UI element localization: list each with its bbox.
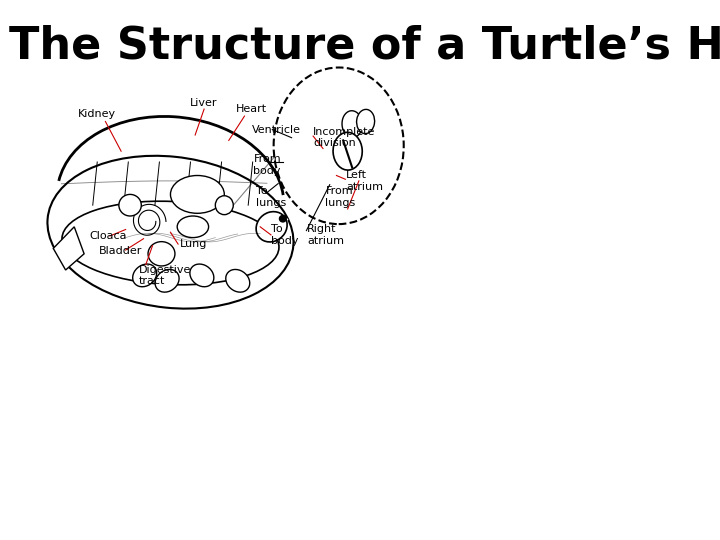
Ellipse shape <box>342 111 362 138</box>
Text: The Structure of a Turtle’s Heart: The Structure of a Turtle’s Heart <box>9 24 720 68</box>
Ellipse shape <box>356 110 374 133</box>
Ellipse shape <box>132 264 157 287</box>
Ellipse shape <box>215 195 233 214</box>
Text: Lung: Lung <box>179 239 207 249</box>
Text: To
lungs: To lungs <box>256 186 286 208</box>
Text: Incomplete
division: Incomplete division <box>313 127 376 148</box>
Ellipse shape <box>171 176 225 213</box>
Text: From
lungs: From lungs <box>325 186 355 208</box>
Text: Right
atrium: Right atrium <box>307 224 344 246</box>
Text: Cloaca: Cloaca <box>90 231 127 241</box>
Text: Kidney: Kidney <box>77 109 115 119</box>
Ellipse shape <box>177 216 209 238</box>
Ellipse shape <box>155 269 179 292</box>
Ellipse shape <box>190 264 214 287</box>
Ellipse shape <box>119 194 141 216</box>
Ellipse shape <box>62 201 279 285</box>
Text: To
body: To body <box>271 224 299 246</box>
Text: Liver: Liver <box>190 98 218 108</box>
Text: From
body: From body <box>253 154 281 176</box>
Ellipse shape <box>279 215 287 222</box>
Text: Digestive
tract: Digestive tract <box>139 265 192 286</box>
Polygon shape <box>53 227 84 270</box>
Ellipse shape <box>256 212 287 242</box>
Ellipse shape <box>226 269 250 292</box>
Circle shape <box>274 68 404 224</box>
Text: Ventricle: Ventricle <box>252 125 301 134</box>
Text: Left
atrium: Left atrium <box>346 170 383 192</box>
Ellipse shape <box>333 132 362 170</box>
Ellipse shape <box>148 242 175 266</box>
Text: Bladder: Bladder <box>99 246 142 256</box>
Text: Heart: Heart <box>235 104 267 114</box>
